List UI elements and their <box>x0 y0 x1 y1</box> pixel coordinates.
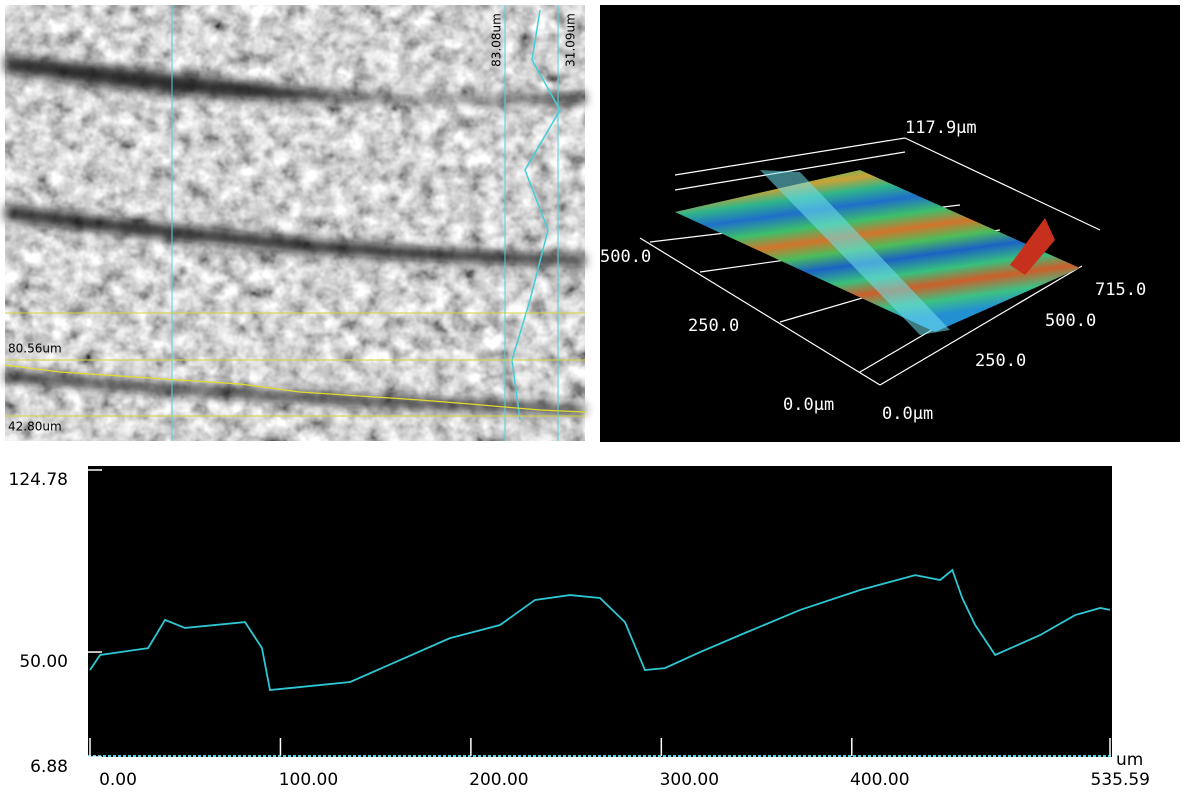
x-unit: um <box>1116 750 1143 770</box>
axis-label: 500.0 <box>1045 311 1096 331</box>
line-label: 83.08um <box>490 13 504 67</box>
x-tick-label: 400.00 <box>850 770 909 790</box>
y-tick-label: 50.00 <box>19 652 68 672</box>
axis-label: 250.0 <box>688 316 739 336</box>
axis-label: 715.0 <box>1095 280 1146 300</box>
band-label: 80.56um <box>8 342 62 356</box>
z-label: 117.9μm <box>905 118 977 138</box>
micrograph: 80.56um 42.80um 83.08um 31.09um <box>5 5 585 441</box>
axis-label: 500.0 <box>600 247 651 267</box>
view-3d: 117.9μm 500.0 250.0 0.0μm 715.0 500.0 25… <box>600 5 1180 442</box>
profile-chart: um 6.88 50.00 124.78 0.00 100.00 200.00 300.00… <box>9 466 1150 790</box>
plot-area <box>88 466 1112 757</box>
axis-label: 0.0μm <box>783 395 834 415</box>
line-label: 31.09um <box>564 13 578 67</box>
y-tick-label: 124.78 <box>9 470 68 490</box>
x-tick-label: 300.00 <box>660 770 719 790</box>
axis-label: 0.0μm <box>882 404 933 424</box>
band-label: 42.80um <box>8 420 62 434</box>
page: 80.56um 42.80um 83.08um 31.09um 117.9μm … <box>0 0 1185 794</box>
screen: 80.56um 42.80um 83.08um 31.09um 117.9μm … <box>0 0 1185 794</box>
x-tick-label: 535.59 <box>1091 770 1150 790</box>
x-tick-label: 100.00 <box>279 770 338 790</box>
x-tick-label: 200.00 <box>469 770 528 790</box>
y-tick-label: 6.88 <box>30 757 68 777</box>
x-tick-label: 0.00 <box>99 770 137 790</box>
axis-label: 250.0 <box>975 351 1026 371</box>
